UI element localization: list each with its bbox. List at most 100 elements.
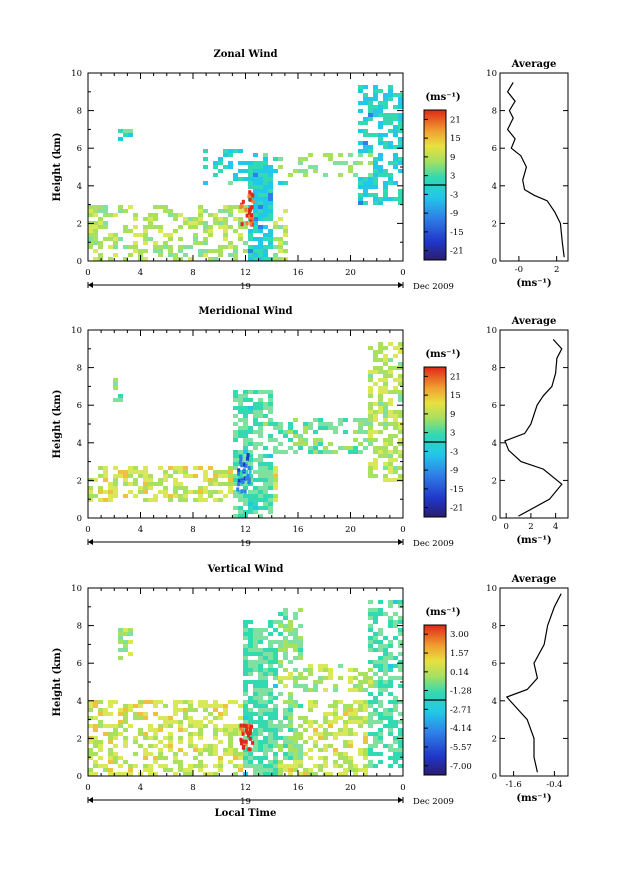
field-cell (138, 716, 143, 720)
field-cell (368, 105, 373, 109)
field-cell (393, 129, 398, 133)
field-cell (378, 141, 383, 145)
field-cell (253, 181, 258, 185)
field-cell (363, 438, 368, 442)
field-cell (253, 177, 258, 181)
field-cell (268, 744, 273, 748)
field-cell (313, 450, 318, 454)
field-cell (368, 760, 373, 764)
field-cell (273, 237, 278, 241)
field-cell (328, 772, 333, 776)
field-cell (353, 430, 358, 434)
field-cell (118, 398, 123, 402)
field-cell (333, 732, 338, 736)
colorbar-unit: (ms⁻¹) (425, 349, 460, 360)
field-cell (118, 724, 123, 728)
field-cell (93, 752, 98, 756)
field-cell (373, 450, 378, 454)
field-cell (243, 414, 248, 418)
field-cell (198, 249, 203, 253)
x-tick-label: 16 (293, 268, 304, 278)
field-cell (218, 740, 223, 744)
field-cell (163, 241, 168, 245)
field-cell (388, 712, 393, 716)
field-cell (238, 732, 243, 736)
field-cell (248, 652, 253, 656)
field-cell (318, 748, 323, 752)
field-cell (253, 764, 258, 768)
field-cell (313, 728, 318, 732)
field-cell (168, 209, 173, 213)
field-cell (258, 165, 263, 169)
field-cell (383, 450, 388, 454)
field-cell (283, 257, 288, 261)
field-cell (293, 740, 298, 744)
field-cell (398, 382, 403, 386)
field-cell (288, 672, 293, 676)
field-cell (263, 402, 268, 406)
field-cell (358, 768, 363, 772)
field-cell (263, 245, 268, 249)
colorbar-tick-label: -15 (450, 485, 464, 495)
panel-title: Vertical Wind (207, 564, 284, 575)
field-cell (213, 474, 218, 478)
field-cell (143, 217, 148, 221)
field-cell (243, 221, 248, 225)
field-cell (383, 684, 388, 688)
field-cell (383, 133, 388, 137)
field-cell (118, 237, 123, 241)
field-cell (268, 173, 273, 177)
field-cell (388, 680, 393, 684)
field-cell (153, 245, 158, 249)
field-cell (243, 169, 248, 173)
field-cell (233, 245, 238, 249)
field-cell (393, 676, 398, 680)
field-cell (368, 732, 373, 736)
field-cell (368, 145, 373, 149)
field-cell (383, 744, 388, 748)
field-cell (133, 494, 138, 498)
field-cell (328, 153, 333, 157)
field-cell (113, 736, 118, 740)
field-cell (268, 712, 273, 716)
field-cell (268, 185, 273, 189)
field-cell (378, 394, 383, 398)
y-axis-label: Height (km) (52, 648, 63, 717)
x-tick-label: 4 (138, 525, 143, 535)
field-cell (388, 466, 393, 470)
field-cell (373, 474, 378, 478)
field-cell (283, 768, 288, 772)
field-cell (223, 165, 228, 169)
field-cell (133, 716, 138, 720)
profile-y-tick-label: 4 (492, 182, 497, 192)
field-cell (153, 494, 158, 498)
field-cell (243, 736, 248, 740)
field-cell (148, 772, 153, 776)
field-cell (183, 712, 188, 716)
field-cell (238, 426, 243, 430)
field-cell (233, 253, 238, 257)
field-cell (218, 498, 223, 502)
field-cell (258, 462, 263, 466)
field-cell (388, 744, 393, 748)
field-cell (242, 723, 246, 728)
field-cell (368, 648, 373, 652)
field-cell (268, 394, 273, 398)
field-cell (273, 760, 278, 764)
field-cell (273, 668, 278, 672)
field-cell (233, 430, 238, 434)
field-cell (148, 478, 153, 482)
field-cell (373, 173, 378, 177)
field-cell (373, 105, 378, 109)
profile-y-tick-label: 0 (492, 772, 497, 782)
field-cell (233, 438, 238, 442)
field-cell (258, 201, 263, 205)
field-cell (133, 233, 138, 237)
field-cell (353, 688, 358, 692)
field-cell (198, 217, 203, 221)
field-cell (218, 169, 223, 173)
x-tick-label: 16 (293, 525, 304, 535)
field-cell (258, 506, 263, 510)
field-cell (273, 756, 278, 760)
